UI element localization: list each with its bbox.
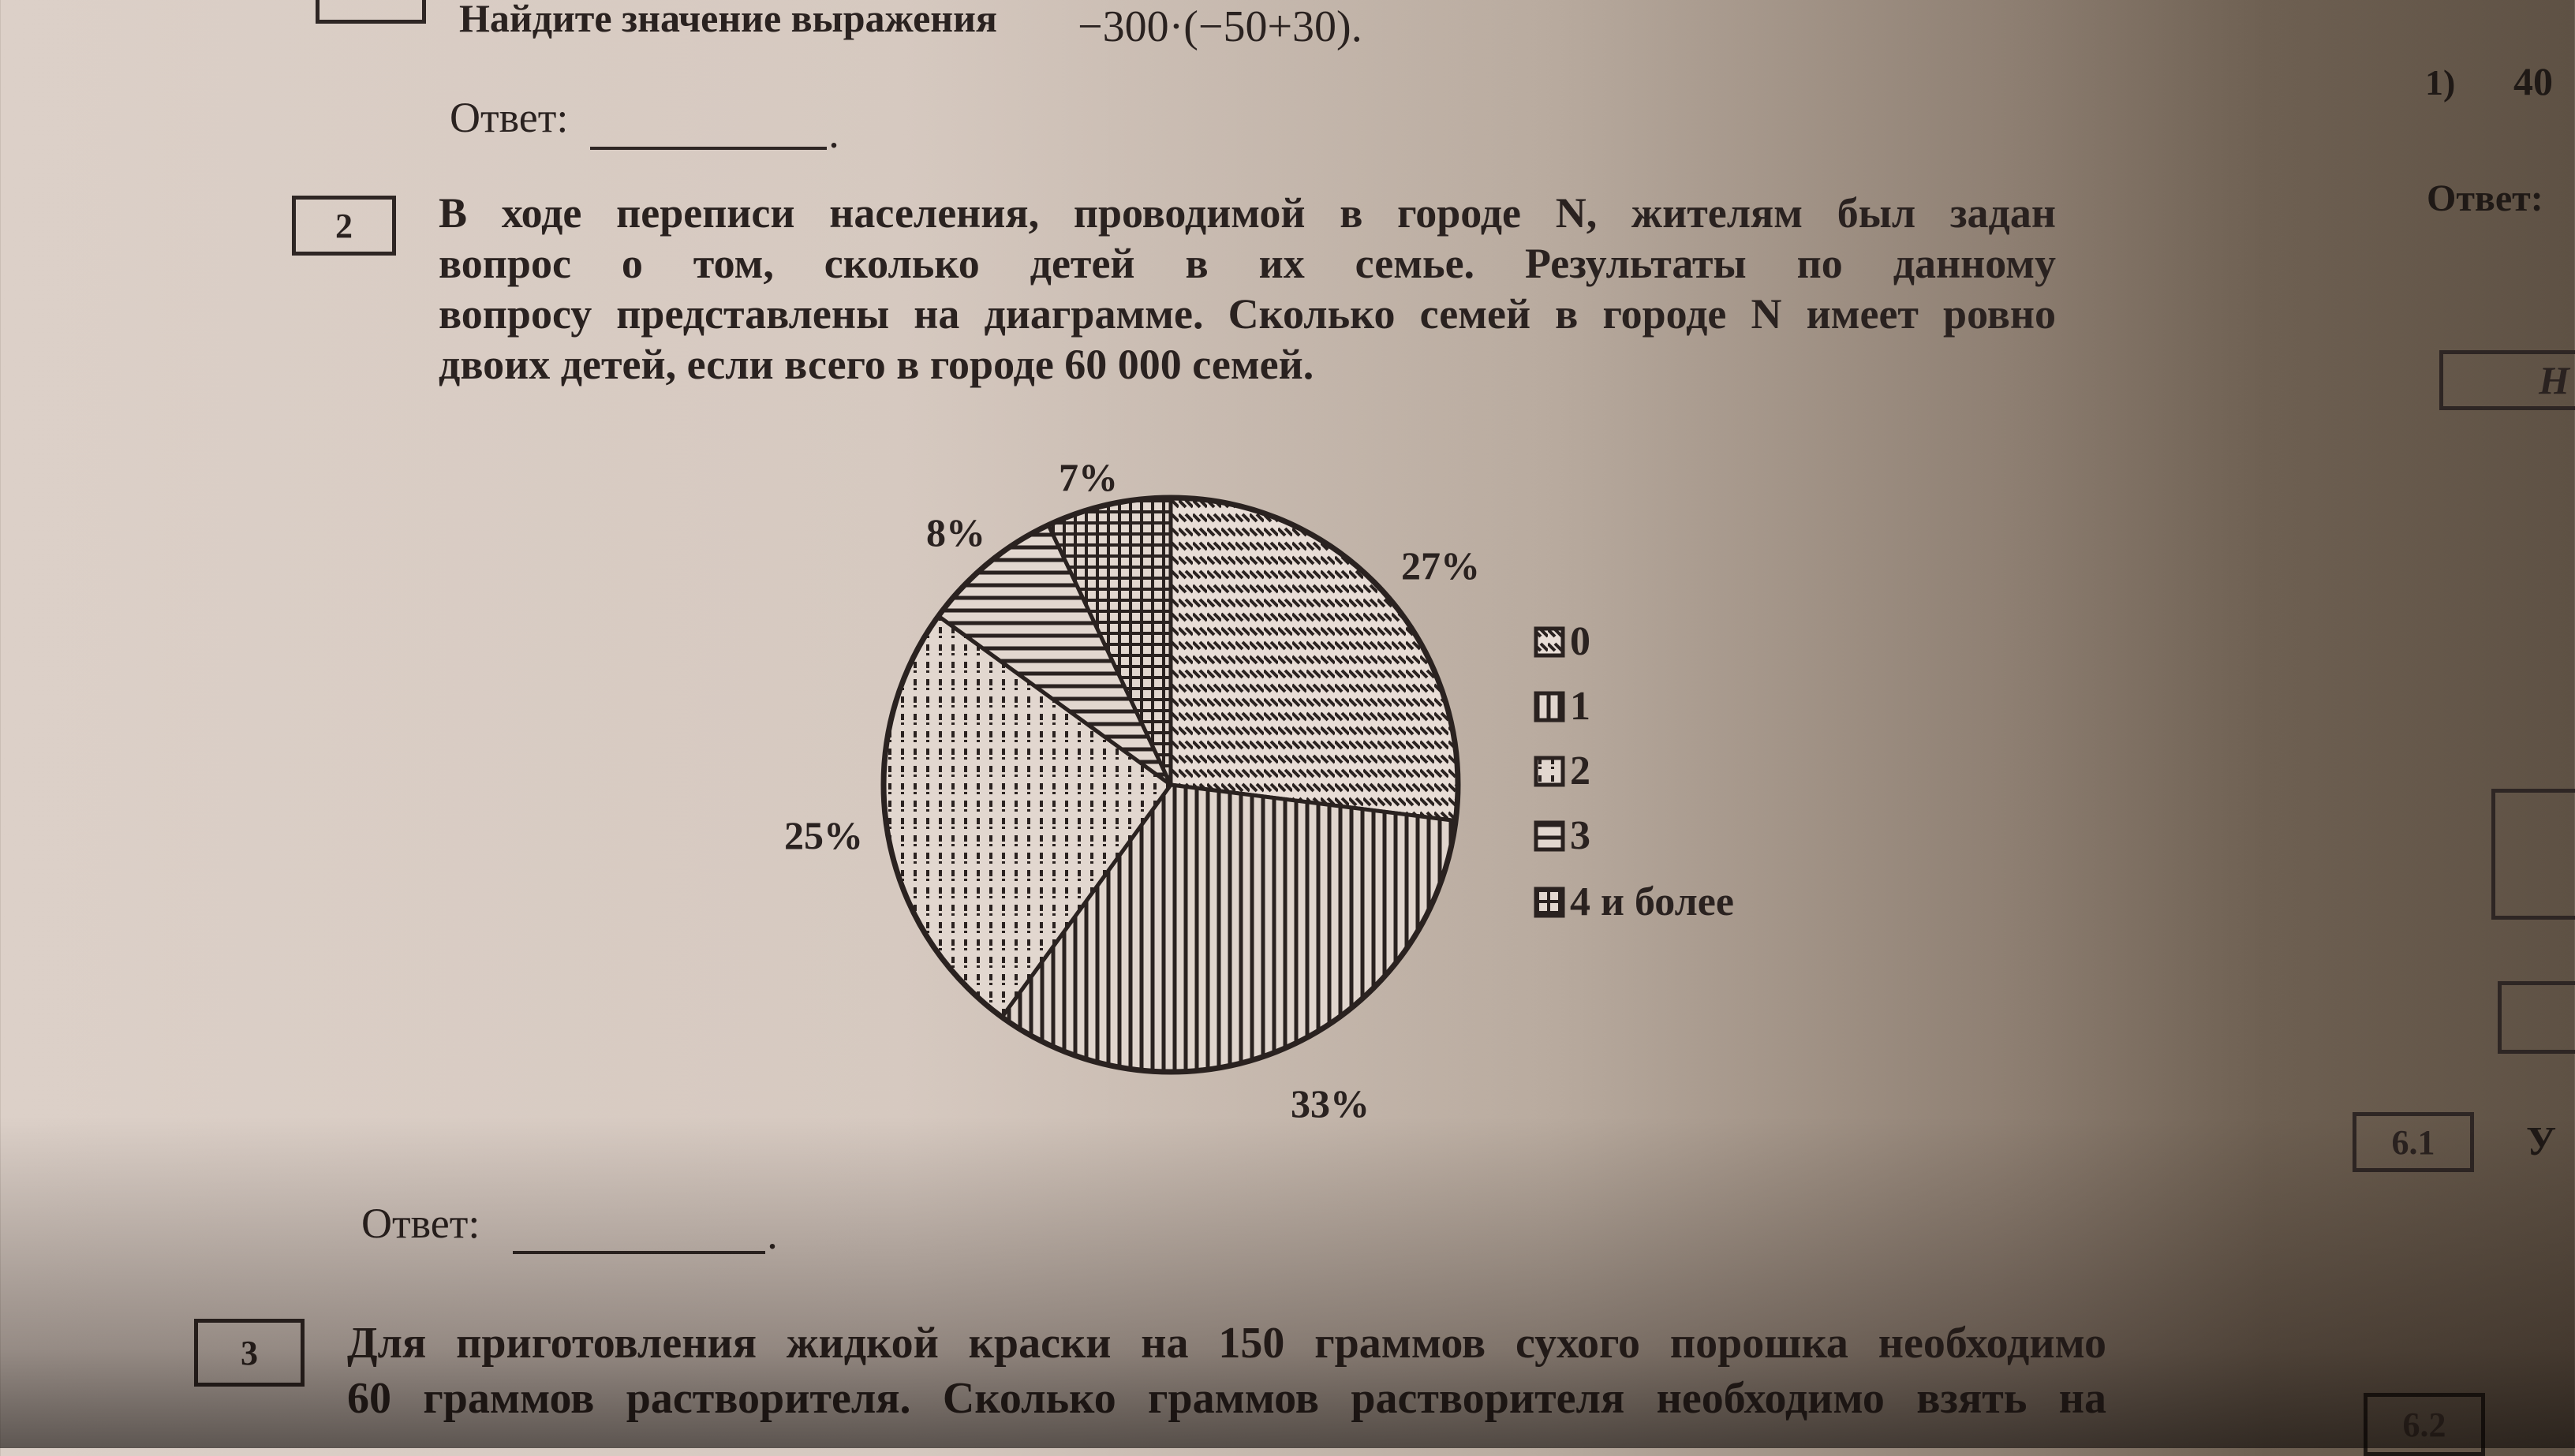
task2-answer-end: . xyxy=(768,1220,776,1256)
legend-swatch-horizontal-icon xyxy=(1534,820,1565,851)
legend-swatch-diagonal-icon xyxy=(1534,626,1565,657)
task2-line: В ходе переписи населения, проводимой в … xyxy=(439,189,2056,237)
pie-label-25: 25% xyxy=(784,813,863,857)
right-header-box: Н xyxy=(2439,350,2575,410)
right-answer-box[interactable] xyxy=(2491,789,2575,920)
task-6-1-number: 6.1 xyxy=(2391,1122,2435,1162)
task2-number: 2 xyxy=(335,206,353,245)
right-option-label: 1) xyxy=(2425,62,2456,103)
task3-line: 60 граммов растворителя. Сколько граммов… xyxy=(347,1374,2106,1423)
legend-swatch-dots-icon xyxy=(1534,756,1565,786)
legend-swatch-grid-icon xyxy=(1534,887,1565,917)
task3-number: 3 xyxy=(241,1333,258,1372)
task1-answer-field[interactable] xyxy=(590,147,827,150)
legend-label: 1 xyxy=(1570,684,1590,729)
pie-label-7: 7% xyxy=(1059,455,1118,499)
right-answer-box-small[interactable] xyxy=(2498,981,2575,1054)
pie-label-33: 33% xyxy=(1291,1081,1370,1126)
task1-expression: −300·(−50+30). xyxy=(1078,2,1362,51)
task3-number-box: 3 xyxy=(194,1319,305,1387)
task1-number-box xyxy=(316,0,426,24)
legend-label: 4 и более xyxy=(1570,879,1734,924)
pie-label-8: 8% xyxy=(926,510,985,554)
task1-answer-end: . xyxy=(830,119,838,155)
task-6-2-box: 6.2 xyxy=(2364,1393,2485,1456)
legend-label: 0 xyxy=(1570,619,1590,664)
legend-swatch-vertical-icon xyxy=(1534,691,1565,722)
right-option-value: 40 xyxy=(2513,59,2553,103)
pie-outline xyxy=(880,495,1461,1075)
legend-item-2: 2 xyxy=(1534,748,1590,794)
legend-label: 2 xyxy=(1570,749,1590,793)
task3-line: Для приготовления жидкой краски на 150 г… xyxy=(347,1319,2106,1368)
task3-text: Для приготовления жидкой краски на 150 г… xyxy=(347,1316,2106,1426)
legend-item-4: 4 и более xyxy=(1534,879,1734,925)
task2-number-box: 2 xyxy=(292,196,396,256)
task2-line: вопрос о том, сколько детей в их семье. … xyxy=(439,240,2056,287)
task2-line: двоих детей, если всего в городе 60 000 … xyxy=(439,341,1314,388)
legend-label: 3 xyxy=(1570,813,1590,858)
task-6-1-box: 6.1 xyxy=(2353,1112,2474,1172)
legend-item-3: 3 xyxy=(1534,812,1590,859)
task-6-1-text: У xyxy=(2526,1119,2557,1164)
legend-item-0: 0 xyxy=(1534,618,1590,665)
task2-line: вопросу представлены на диаграмме. Сколь… xyxy=(439,290,2056,338)
task1-prompt: Найдите значение выражения xyxy=(459,0,997,40)
legend-item-1: 1 xyxy=(1534,683,1590,730)
right-answer-label: Ответ: xyxy=(2427,177,2543,219)
task2-answer-field[interactable] xyxy=(513,1251,765,1254)
task1-answer-label: Ответ: xyxy=(450,94,569,141)
task2-answer-label: Ответ: xyxy=(361,1200,480,1247)
pie-label-27: 27% xyxy=(1401,543,1480,588)
task-6-2-number: 6.2 xyxy=(2402,1405,2446,1444)
task2-text: В ходе переписи населения, проводимой в … xyxy=(439,188,2056,390)
right-header-fragment: Н xyxy=(2539,358,2569,402)
